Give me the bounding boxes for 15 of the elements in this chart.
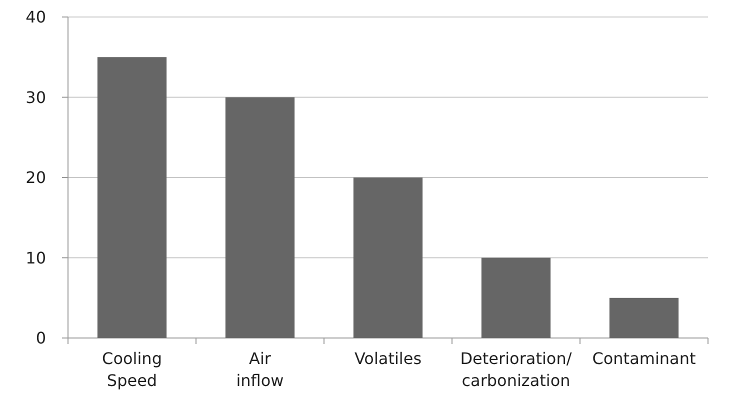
x-tick-label: Cooling Speed xyxy=(102,349,162,390)
bar xyxy=(97,57,167,338)
bar xyxy=(609,298,679,338)
y-tick-label: 0 xyxy=(36,328,46,348)
x-tick-label: Contaminant xyxy=(592,349,696,368)
y-tick-label: 40 xyxy=(26,8,46,27)
y-tick-label: 30 xyxy=(26,88,46,107)
bar xyxy=(353,178,423,338)
x-tick-label: Deterioration/carbonization xyxy=(460,349,572,390)
y-tick-label: 10 xyxy=(26,248,46,268)
x-tick-label: Volatiles xyxy=(354,349,422,368)
x-tick-label: Air inflow xyxy=(236,349,284,390)
y-tick-label: 20 xyxy=(26,168,46,188)
bar xyxy=(225,97,295,338)
bar xyxy=(481,258,551,338)
